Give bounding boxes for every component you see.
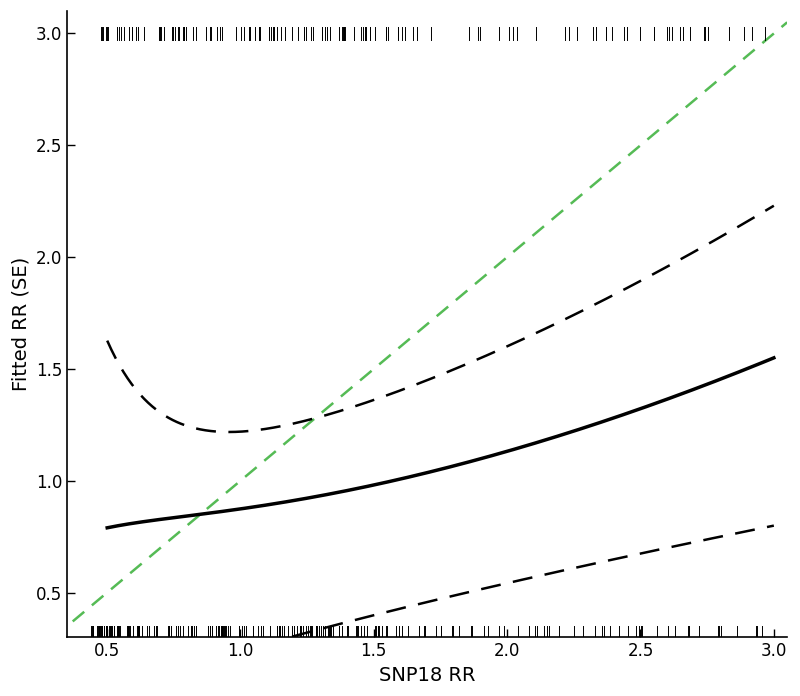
Y-axis label: Fitted RR (SE): Fitted RR (SE): [11, 257, 30, 391]
X-axis label: SNP18 RR: SNP18 RR: [378, 666, 475, 685]
